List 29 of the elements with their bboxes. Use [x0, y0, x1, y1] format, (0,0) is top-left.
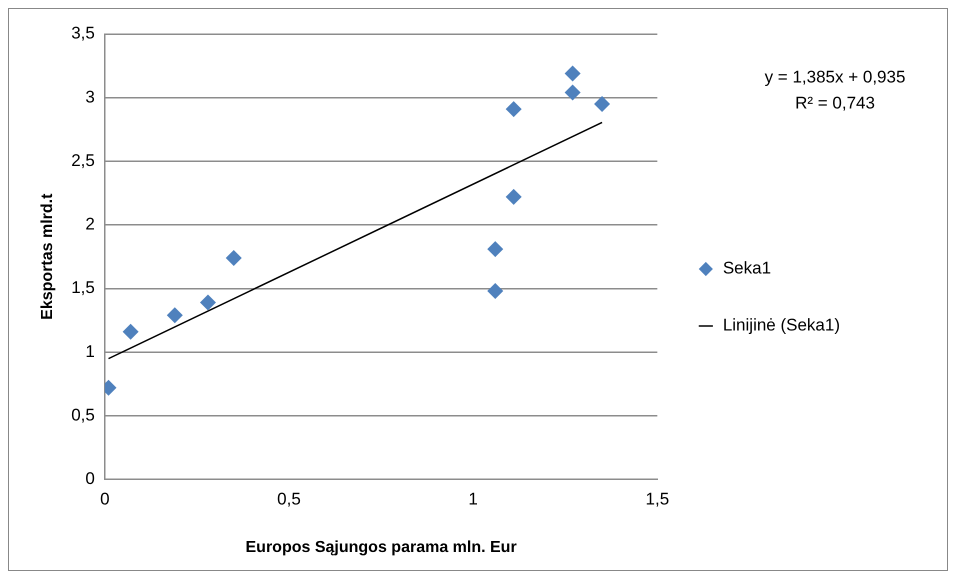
x-tick-label: 1,5 — [646, 489, 670, 508]
y-tick-label: 0 — [85, 469, 95, 488]
legend-label: Linijinė (Seka1) — [722, 316, 840, 335]
point — [487, 283, 504, 300]
x-axis-title: Europos Sąjungos parama mln. Eur — [245, 538, 517, 556]
text: R² = 0,743 — [795, 94, 875, 113]
point — [564, 84, 581, 101]
y-tick-label: 1,5 — [71, 278, 95, 298]
y-tick-label: 1 — [85, 342, 95, 361]
y-tick-label: 2,5 — [71, 150, 95, 170]
point — [506, 101, 522, 118]
y-tick-label: 0,5 — [71, 405, 95, 424]
x-tick-label: 1 — [468, 489, 478, 508]
y-tick-label: 3,5 — [71, 24, 95, 43]
x-tick-label: 0,5 — [277, 489, 301, 508]
point — [506, 188, 522, 205]
y-tick-label: 3 — [85, 87, 95, 106]
text: y = 1,385x + 0,935 — [764, 68, 906, 87]
point — [487, 241, 504, 258]
legend-label: Seka1 — [722, 258, 772, 278]
x-tick-label: 0 — [100, 489, 110, 508]
y-tick-label: 2 — [85, 214, 95, 234]
point — [226, 250, 242, 266]
point — [166, 307, 183, 324]
point — [564, 65, 581, 82]
point — [594, 96, 610, 112]
y-axis-title: Eksportas mlrd.t — [39, 192, 56, 320]
point — [122, 324, 139, 340]
point — [200, 294, 216, 311]
